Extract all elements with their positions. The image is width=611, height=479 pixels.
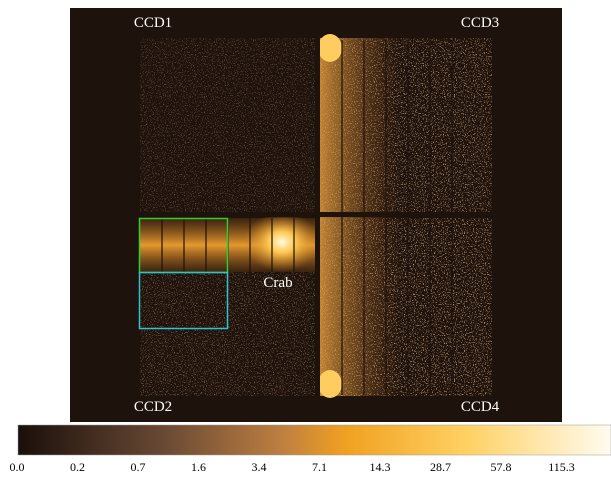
colorbar-tick-label: 115.3 xyxy=(548,460,575,474)
colorbar-tick-label: 0.7 xyxy=(131,460,146,474)
colorbar-ticks: 0.0 0.2 0.7 1.6 3.4 7.1 14.3 28.7 57.8 115.3 xyxy=(10,460,575,474)
colorbar-tick-label: 14.3 xyxy=(370,460,391,474)
ccd-label: CCD3 xyxy=(461,15,499,31)
colorbar-tick-label: 1.6 xyxy=(191,460,206,474)
source-label: Crab xyxy=(263,275,292,291)
colorbar-tick-label: 57.8 xyxy=(491,460,512,474)
colorbar-tick-label: 7.1 xyxy=(312,460,327,474)
ccd-label: CCD1 xyxy=(134,15,172,31)
colorbar-tick-label: 0.2 xyxy=(70,460,85,474)
ccd-label: CCD4 xyxy=(461,399,500,415)
colorbar-tick-label: 3.4 xyxy=(252,460,267,474)
colorbar-tick-label: 28.7 xyxy=(430,460,451,474)
ccd-label: CCD2 xyxy=(134,399,172,415)
colorbar xyxy=(17,424,611,456)
cyan-region xyxy=(138,271,229,330)
colorbar-tick-label: 0.0 xyxy=(10,460,25,474)
ccd-image: CCD1 CCD3 CCD2 CCD4 Crab xyxy=(70,8,562,422)
